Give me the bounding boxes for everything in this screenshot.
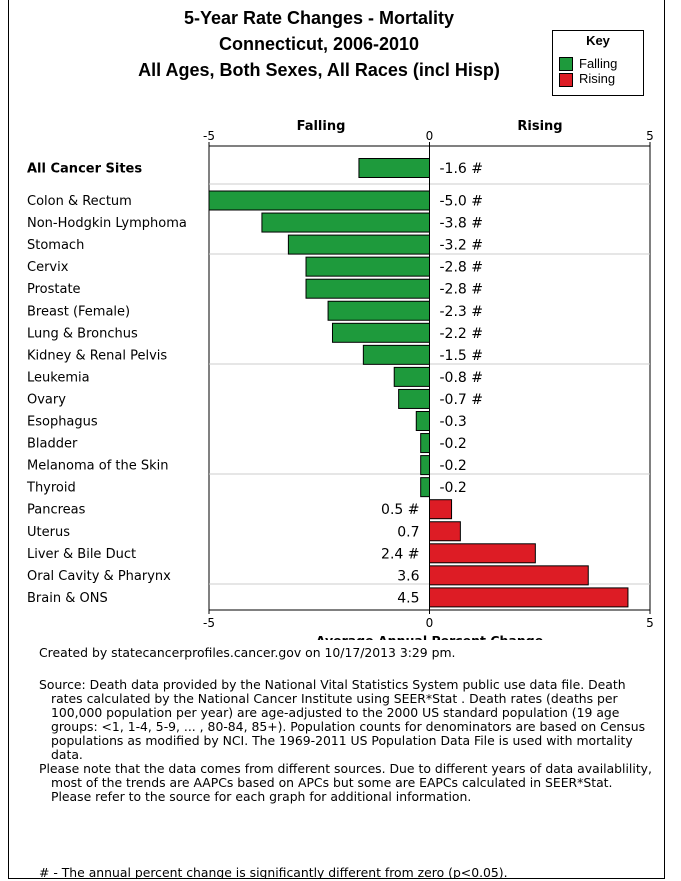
value-label: -2.2 # <box>440 326 484 342</box>
legend-key: Key Falling Rising <box>552 30 644 96</box>
legend-rising-swatch <box>559 73 573 87</box>
bar <box>208 190 430 211</box>
value-label: 0.7 <box>397 524 419 540</box>
category-label: Esophagus <box>27 415 98 430</box>
legend-falling-label: Falling <box>579 56 618 71</box>
category-label: Liver & Bile Duct <box>27 547 136 562</box>
category-label: Kidney & Renal Pelvis <box>27 348 167 363</box>
value-label: -0.7 # <box>440 392 484 408</box>
value-label: -0.8 # <box>440 370 484 386</box>
category-label: Bladder <box>27 437 78 452</box>
footnotes: Created by statecancerprofiles.cancer.go… <box>39 646 655 804</box>
category-label: Lung & Bronchus <box>27 326 138 341</box>
bar <box>358 158 430 178</box>
category-label: Uterus <box>27 525 70 540</box>
bar <box>429 521 461 542</box>
bar <box>420 477 430 498</box>
bar <box>398 388 431 409</box>
bottom-tick-label: 0 <box>426 616 434 630</box>
category-label: Cervix <box>27 260 69 275</box>
top-tick-label: -5 <box>203 129 215 143</box>
value-label: -1.5 # <box>440 348 484 364</box>
bottom-tick-label: 5 <box>646 616 654 630</box>
bar <box>287 234 430 255</box>
top-tick-label: 0 <box>426 129 434 143</box>
bar <box>327 300 431 321</box>
bar <box>393 366 430 387</box>
x-axis-label: Average Annual Percent Change <box>316 633 543 640</box>
bar-chart: Falling Rising -5 -5 0 0 5 5 Average Annual Perc… <box>26 119 654 640</box>
bar <box>429 543 536 564</box>
falling-axis-label: Falling <box>297 119 346 134</box>
rising-axis-label: Rising <box>517 119 562 134</box>
category-label: Leukemia <box>27 370 90 385</box>
bar <box>415 411 430 431</box>
value-label: -0.2 <box>440 458 467 474</box>
legend-rising-label: Rising <box>579 71 616 86</box>
category-label: Pancreas <box>27 503 86 518</box>
bar <box>429 587 629 608</box>
bar <box>429 565 589 586</box>
value-label: -2.3 # <box>440 304 484 320</box>
created-note: Created by statecancerprofiles.cancer.go… <box>39 645 456 660</box>
bar <box>261 212 430 233</box>
value-label: -5.0 # <box>440 194 484 210</box>
value-label: 3.6 <box>397 568 419 584</box>
bar <box>331 322 431 343</box>
bar <box>420 455 430 476</box>
category-label: All Cancer Sites <box>27 162 142 177</box>
chart-title-line-3: All Ages, Both Sexes, All Races (incl Hi… <box>138 60 500 80</box>
data-sources-note: Please note that the data comes from dif… <box>39 761 652 804</box>
value-label: 0.5 # <box>381 502 419 518</box>
bar <box>305 256 430 277</box>
category-label: Breast (Female) <box>27 304 130 319</box>
value-label: -3.8 # <box>440 216 484 232</box>
chart-title-line-1: 5-Year Rate Changes - Mortality <box>183 8 455 28</box>
category-label: Oral Cavity & Pharynx <box>27 569 171 584</box>
legend-falling-swatch <box>559 57 573 71</box>
value-label: 4.5 <box>397 590 419 606</box>
value-label: -2.8 # <box>440 260 484 276</box>
bottom-tick-label: -5 <box>203 616 215 630</box>
chart-title-line-2: Connecticut, 2006-2010 <box>218 34 420 54</box>
category-label: Non-Hodgkin Lymphoma <box>27 216 187 231</box>
value-label: -0.3 <box>440 414 467 430</box>
top-tick-label: 5 <box>646 129 654 143</box>
bar <box>362 344 431 365</box>
source-note: Source: Death data provided by the Natio… <box>39 677 646 762</box>
value-label: -0.2 <box>440 480 467 496</box>
value-label: 2.4 # <box>381 546 419 562</box>
value-label: -3.2 # <box>440 238 484 254</box>
category-label: Stomach <box>27 238 84 253</box>
value-label: -2.8 # <box>440 282 484 298</box>
category-label: Thyroid <box>26 481 76 496</box>
category-label: Ovary <box>27 392 66 407</box>
significance-note: # - The annual percent change is signifi… <box>39 865 508 879</box>
category-label: Brain & ONS <box>27 591 108 606</box>
value-label: -0.2 <box>440 436 467 452</box>
bar <box>305 278 430 299</box>
legend-title: Key <box>586 33 610 48</box>
value-label: -1.6 # <box>440 161 484 177</box>
category-label: Melanoma of the Skin <box>27 459 169 474</box>
category-label: Colon & Rectum <box>27 194 132 209</box>
bar <box>420 433 430 454</box>
category-label: Prostate <box>27 282 81 297</box>
chart-panel: 5-Year Rate Changes - Mortality Connecti… <box>8 0 665 879</box>
bar <box>429 499 453 520</box>
